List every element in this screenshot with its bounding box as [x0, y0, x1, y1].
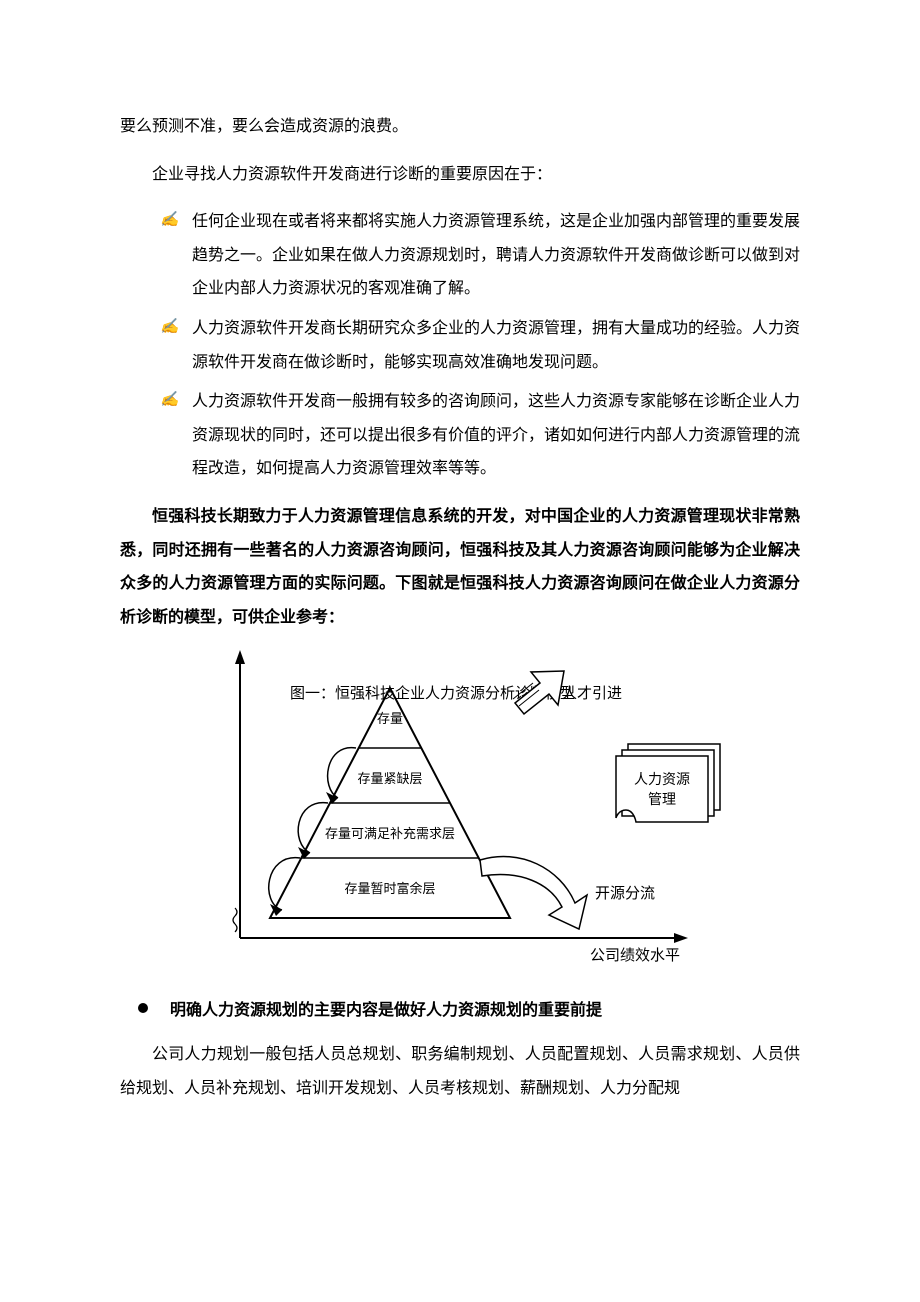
arrow-talent-in-icon [513, 671, 564, 714]
document-page: 要么预测不准，要么会造成资源的浪费。 企业寻找人力资源软件开发商进行诊断的重要原… [0, 0, 920, 1302]
section-heading-text: 明确人力资源规划的主要内容是做好人力资源规划的重要前提 [170, 996, 602, 1020]
pyramid-layer-0: 存量 [377, 711, 403, 726]
list-item: 人力资源软件开发商一般拥有较多的咨询顾问，这些人力资源专家能够在诊断企业人力资源… [160, 385, 800, 486]
pyramid-svg: 图一：恒强科技企业人力资源分析诊断模型 存量 存量紧缺层 存量可满足补充需求层 … [180, 648, 740, 978]
paragraph-2: 企业寻找人力资源软件开发商进行诊断的重要原因在于： [120, 158, 800, 192]
pyramid-layer-2: 存量可满足补充需求层 [325, 826, 455, 841]
paragraph-4: 公司人力规划一般包括人员总规划、职务编制规划、人员配置规划、人员需求规划、人员供… [120, 1038, 800, 1105]
bullet-icon [138, 1003, 148, 1013]
pyramid-layer-3: 存量暂时富余层 [344, 881, 435, 896]
pyramid-layer-1: 存量紧缺层 [357, 771, 422, 786]
list-item: 人力资源软件开发商长期研究众多企业的人力资源管理，拥有大量成功的经验。人力资源软… [160, 312, 800, 379]
paragraph-1: 要么预测不准，要么会造成资源的浪费。 [120, 110, 800, 144]
paragraph-3-bold: 恒强科技长期致力于人力资源管理信息系统的开发，对中国企业的人力资源管理现状非常熟… [120, 500, 800, 634]
section-heading: 明确人力资源规划的主要内容是做好人力资源规划的重要前提 [120, 996, 800, 1020]
hr-management-doc-icon: 人力资源 管理 [616, 744, 720, 822]
bullet-list: 任何企业现在或者将来都将实施人力资源管理系统，这是企业加强内部管理的重要发展趋势… [120, 205, 800, 486]
doc-line2: 管理 [648, 792, 676, 808]
x-axis-label: 公司绩效水平 [590, 947, 680, 964]
doc-line1: 人力资源 [634, 772, 690, 788]
pyramid-figure: 图一：恒强科技企业人力资源分析诊断模型 存量 存量紧缺层 存量可满足补充需求层 … [120, 648, 800, 978]
label-talent-in: 人才引进 [562, 685, 622, 702]
label-outflow: 开源分流 [595, 885, 655, 902]
list-item: 任何企业现在或者将来都将实施人力资源管理系统，这是企业加强内部管理的重要发展趋势… [160, 205, 800, 306]
